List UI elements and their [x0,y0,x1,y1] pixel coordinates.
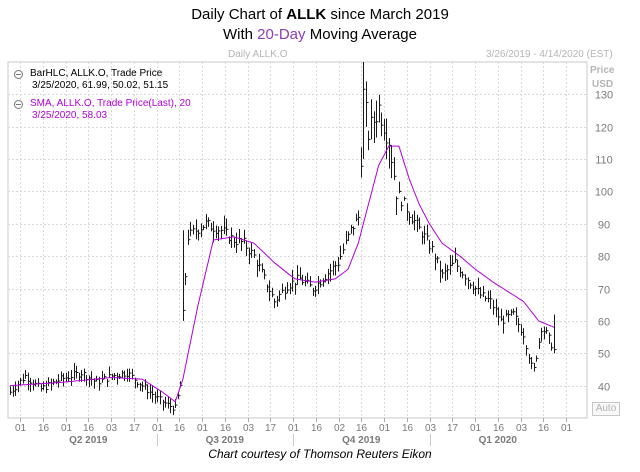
chart-title-line2: With 20-Day Moving Average [223,26,417,43]
x-tick-label: 16 [38,423,50,434]
x-tick-label: 03 [106,423,118,434]
quarter-label: Q1 2020 [479,435,518,446]
legend-series2: SMA, ALLK.O, Trade Price(Last), 20 3/25/… [30,98,191,122]
axis-title-price: Price [590,65,615,76]
y-tick-label: 90 [598,220,610,232]
x-tick-label: 17 [129,423,141,434]
x-tick-label: 01 [152,423,164,434]
x-tick-label: 01 [561,423,573,434]
x-tick-label: 16 [311,423,323,434]
x-tick-label: 01 [61,423,73,434]
sma-20-line [9,145,555,403]
y-tick-label: 120 [595,123,613,135]
x-tick-label: 16 [356,423,368,434]
panel-label: Daily ALLK.O [228,49,288,60]
x-tick-label: 03 [516,423,528,434]
legend-toggle-icon[interactable] [14,70,23,79]
y-tick-label: 80 [598,252,610,264]
x-tick-label: 03 [243,423,255,434]
x-tick-label: 17 [447,423,459,434]
y-tick-label: 70 [598,285,610,297]
x-tick-label: 01 [197,423,209,434]
x-tick-label: 02 [334,423,346,434]
chart-title-line1: Daily Chart of ALLK since March 2019 [191,6,449,23]
axis-title-usd: USD [592,79,614,90]
x-tick-label: 01 [379,423,391,434]
x-tick-label: 16 [493,423,505,434]
y-tick-label: 40 [598,382,610,394]
legend-series1-values: 3/25/2020, 61.99, 50.02, 51.15 [32,80,169,91]
quarter-label: Q4 2019 [342,435,381,446]
x-tick-label: 16 [538,423,550,434]
date-range: 3/26/2019 - 4/14/2020 (EST) [486,49,613,60]
plot-area [7,61,588,419]
x-tick-label: 03 [425,423,437,434]
legend-toggle-icon[interactable] [14,100,23,109]
x-tick-label: 16 [174,423,186,434]
legend-series2-values: 3/25/2020, 58.03 [32,110,108,121]
x-tick-label: 17 [265,423,277,434]
quarter-label: Q3 2019 [206,435,245,446]
quarter-label: Q2 2019 [69,435,108,446]
auto-scale-button[interactable]: Auto [592,402,620,416]
chart-credit: Chart courtesy of Thomson Reuters Eikon [208,447,432,461]
x-tick-label: 01 [288,423,300,434]
x-tick-label: 01 [470,423,482,434]
legend-series1-name: BarHLC, ALLK.O, Trade Price [30,68,163,79]
x-tick-label: 16 [402,423,414,434]
legend-series2-name: SMA, ALLK.O, Trade Price(Last), 20 [30,98,191,109]
ticker-symbol: ALLK [286,6,327,23]
x-tick-label: 16 [83,423,95,434]
y-tick-label: 100 [595,187,613,199]
y-tick-label: 50 [598,349,610,361]
ma-period-highlight: 20-Day [257,26,306,43]
y-tick-label: 130 [595,90,613,102]
x-tick-label: 16 [220,423,232,434]
legend-series1: BarHLC, ALLK.O, Trade Price 3/25/2020, 6… [30,68,168,92]
x-tick-label: 01 [15,423,27,434]
y-tick-label: 60 [598,317,610,329]
y-tick-label: 110 [595,155,613,167]
